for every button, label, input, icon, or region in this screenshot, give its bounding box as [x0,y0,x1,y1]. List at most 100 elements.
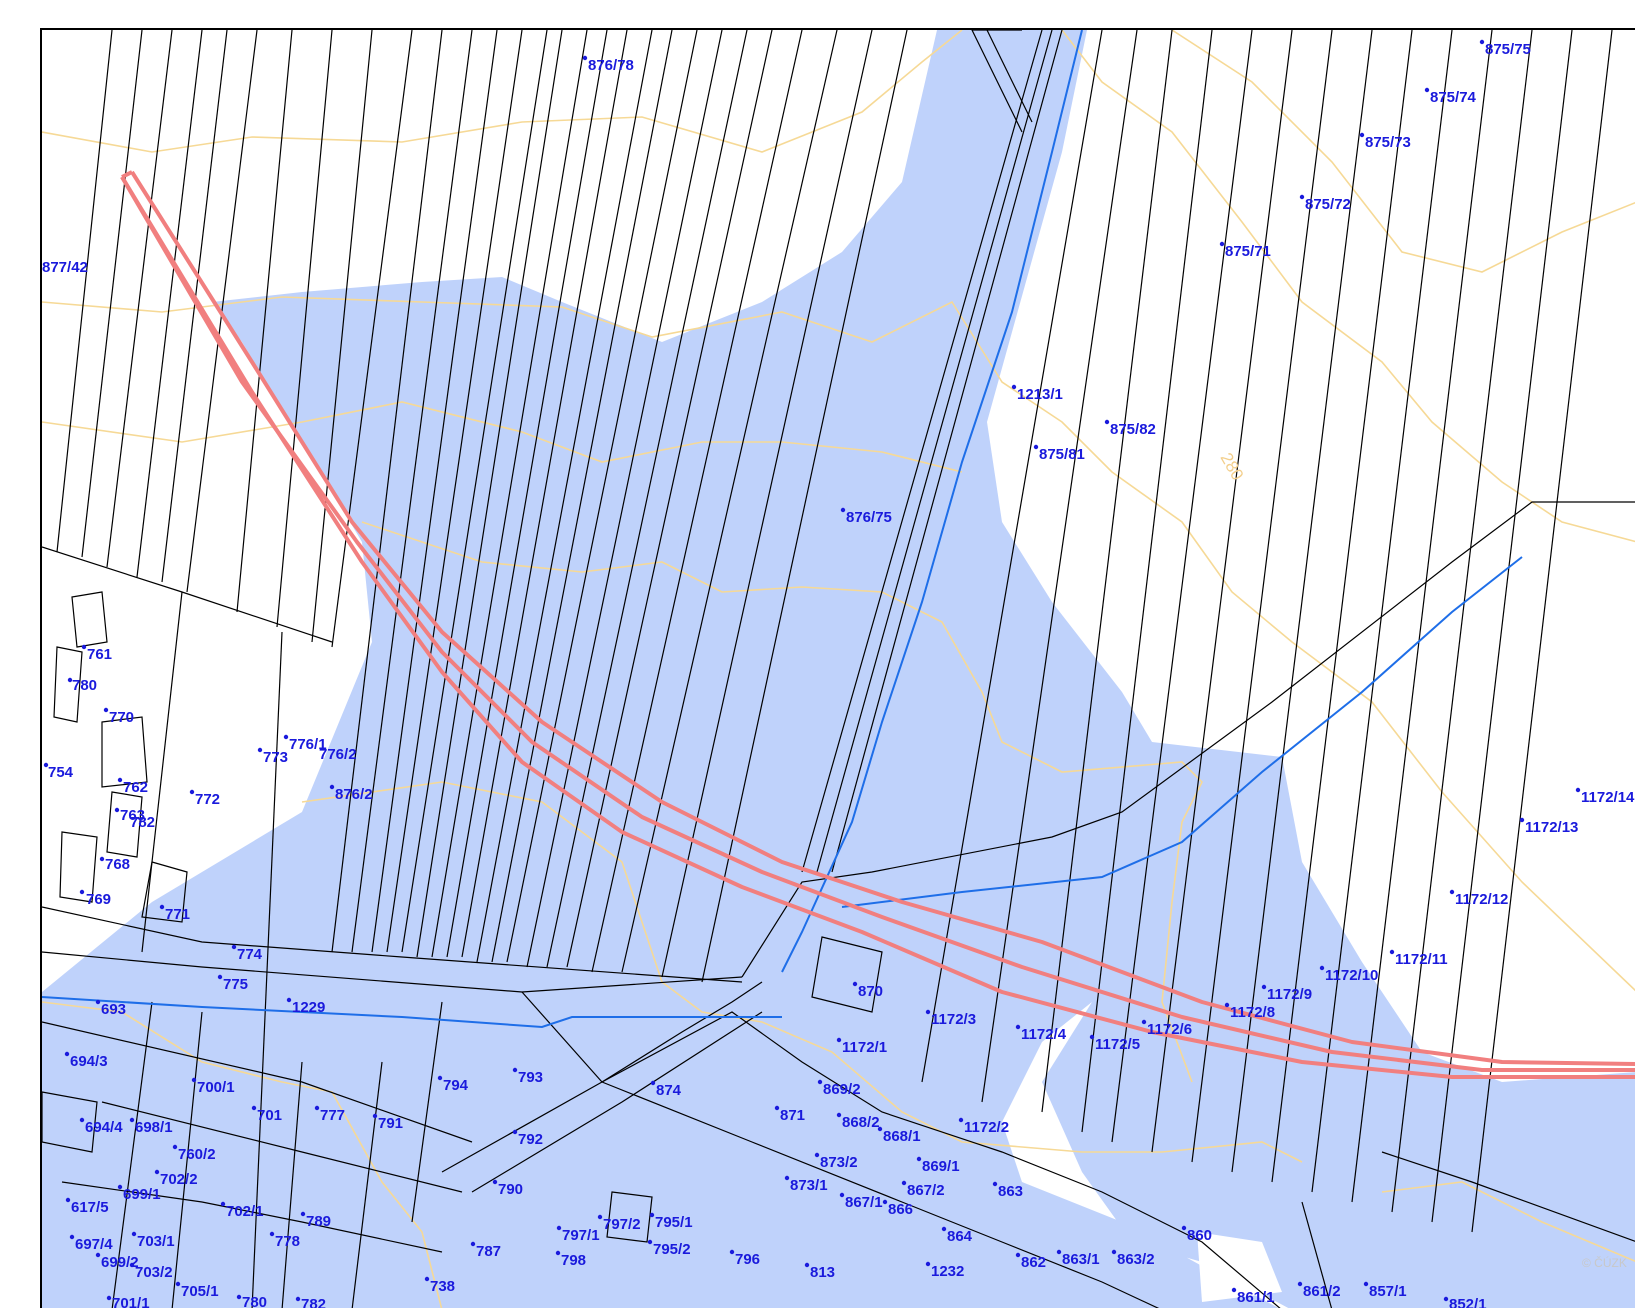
parcel-label: 701/1 [112,1295,150,1308]
parcel-point-icon [1389,949,1395,955]
parcel-label: 798 [561,1252,586,1269]
parcel-label: 776/2 [319,746,357,763]
parcel-point-icon [95,1252,101,1258]
parcel-label: 876/78 [588,57,634,74]
parcel-label: 1172/12 [1455,891,1508,908]
parcel-point-icon [647,1239,653,1245]
parcel-label: 795/2 [653,1241,691,1258]
parcel-point-icon [191,1077,197,1083]
parcel-label: 867/2 [907,1182,945,1199]
parcel-point-icon [852,981,858,987]
parcel-point-icon [877,1126,883,1132]
parcel-point-icon [131,1231,137,1237]
parcel-label: 780 [72,677,97,694]
parcel-label: 778 [275,1233,300,1250]
parcel-label: 813 [810,1264,835,1281]
parcel-point-icon [925,1009,931,1015]
flood-zone [42,30,1635,1308]
parcel-label: 1172/8 [1230,1004,1275,1021]
parcel-point-icon [424,1276,430,1282]
parcel-label: 875/71 [1225,243,1271,260]
parcel-label: 875/74 [1430,89,1477,106]
parcel-label: 870 [858,983,883,1000]
parcel-point-icon [286,997,292,1003]
parcel-label: 795/1 [655,1214,693,1231]
parcel-point-icon [295,1296,301,1302]
parcel-point-icon [67,677,73,683]
parcel-point-icon [129,1262,135,1268]
parcel-point-icon [1363,1281,1369,1287]
parcel-label: 1172/6 [1147,1021,1192,1038]
parcel-label: 694/3 [70,1053,108,1070]
contour-label: 280 [1217,450,1248,484]
parcel-point-icon [814,1152,820,1158]
parcel-point-icon [257,747,263,753]
parcel-point-icon [1056,1249,1062,1255]
parcel-point-icon [79,1117,85,1123]
parcel-point-icon [114,807,120,813]
parcel-label: 776/1 [289,736,327,753]
parcel-point-icon [1479,39,1485,45]
parcel-point-icon [106,1295,112,1301]
parcel-point-icon [154,1169,160,1175]
parcel-label: 754 [48,764,74,781]
parcel-label: 705/1 [181,1283,219,1300]
parcel-point-icon [1224,1002,1230,1008]
parcel-label: 793 [518,1069,543,1086]
parcel-label: 1232 [931,1263,964,1280]
parcel-label: 868/2 [842,1114,880,1131]
parcel-point-icon [1219,241,1225,247]
parcel-label: 852/1 [1449,1296,1487,1308]
parcel-label: 1172/5 [1095,1036,1140,1053]
parcel-label: 861/2 [1303,1283,1341,1300]
parcel-label: 768 [105,856,130,873]
parcel-point-icon [839,1192,845,1198]
parcel-point-icon [220,1201,226,1207]
parcel-label: 875/82 [1110,421,1156,438]
parcel-label: 869/1 [922,1158,960,1175]
parcel-label: 1172/14 [1581,789,1635,806]
parcel-label: 791 [378,1115,403,1132]
parcel-point-icon [1181,1225,1187,1231]
parcel-point-icon [95,999,101,1005]
parcel-point-icon [804,1262,810,1268]
parcel-point-icon [582,55,588,61]
parcel-point-icon [64,1051,70,1057]
parcel-point-icon [774,1105,780,1111]
parcel-point-icon [916,1156,922,1162]
parcel-label: 771 [165,906,190,923]
parcel-label: 797/1 [562,1227,600,1244]
parcel-point-icon [236,1294,242,1300]
parcel-point-icon [882,1199,888,1205]
cadastral-map[interactable]: 876/78 875/75 875/74 875/73 875/72 875/7… [40,28,1635,1308]
parcel-label: 697/4 [75,1236,113,1253]
parcel-label: 860 [1187,1227,1212,1244]
parcel-point-icon [65,1197,71,1203]
parcel-label: 857/1 [1369,1283,1407,1300]
parcel-label: 1172/4 [1021,1026,1067,1043]
parcel-point-icon [69,1234,75,1240]
parcel-label: 699/1 [123,1186,161,1203]
parcel-label: 775 [223,976,248,993]
parcel-label: 773 [263,749,288,766]
parcel-point-icon [129,1117,135,1123]
parcel-label: 763 [120,807,145,824]
parcel-label: 699/2 [101,1254,139,1271]
parcel-point-icon [512,1129,518,1135]
parcel-label: 863/1 [1062,1251,1100,1268]
parcel-label: 760/2 [178,1146,216,1163]
parcel-label: 772 [195,791,220,808]
parcel-label: 863 [998,1183,1023,1200]
parcel-point-icon [817,1079,823,1085]
parcel-label: 1229 [292,999,325,1016]
parcel-boundaries [42,30,1635,1308]
parcel-label: 693 [101,1001,126,1018]
parcel-point-icon [117,777,123,783]
contour-lines [42,30,1635,1308]
parcel-point-icon [99,856,105,862]
parcel-point-icon [283,734,289,740]
parcel-label: 698/1 [135,1119,173,1136]
parcel-point-icon [189,789,195,795]
parcel-point-icon [1033,444,1039,450]
parcel-point-icon [172,1144,178,1150]
